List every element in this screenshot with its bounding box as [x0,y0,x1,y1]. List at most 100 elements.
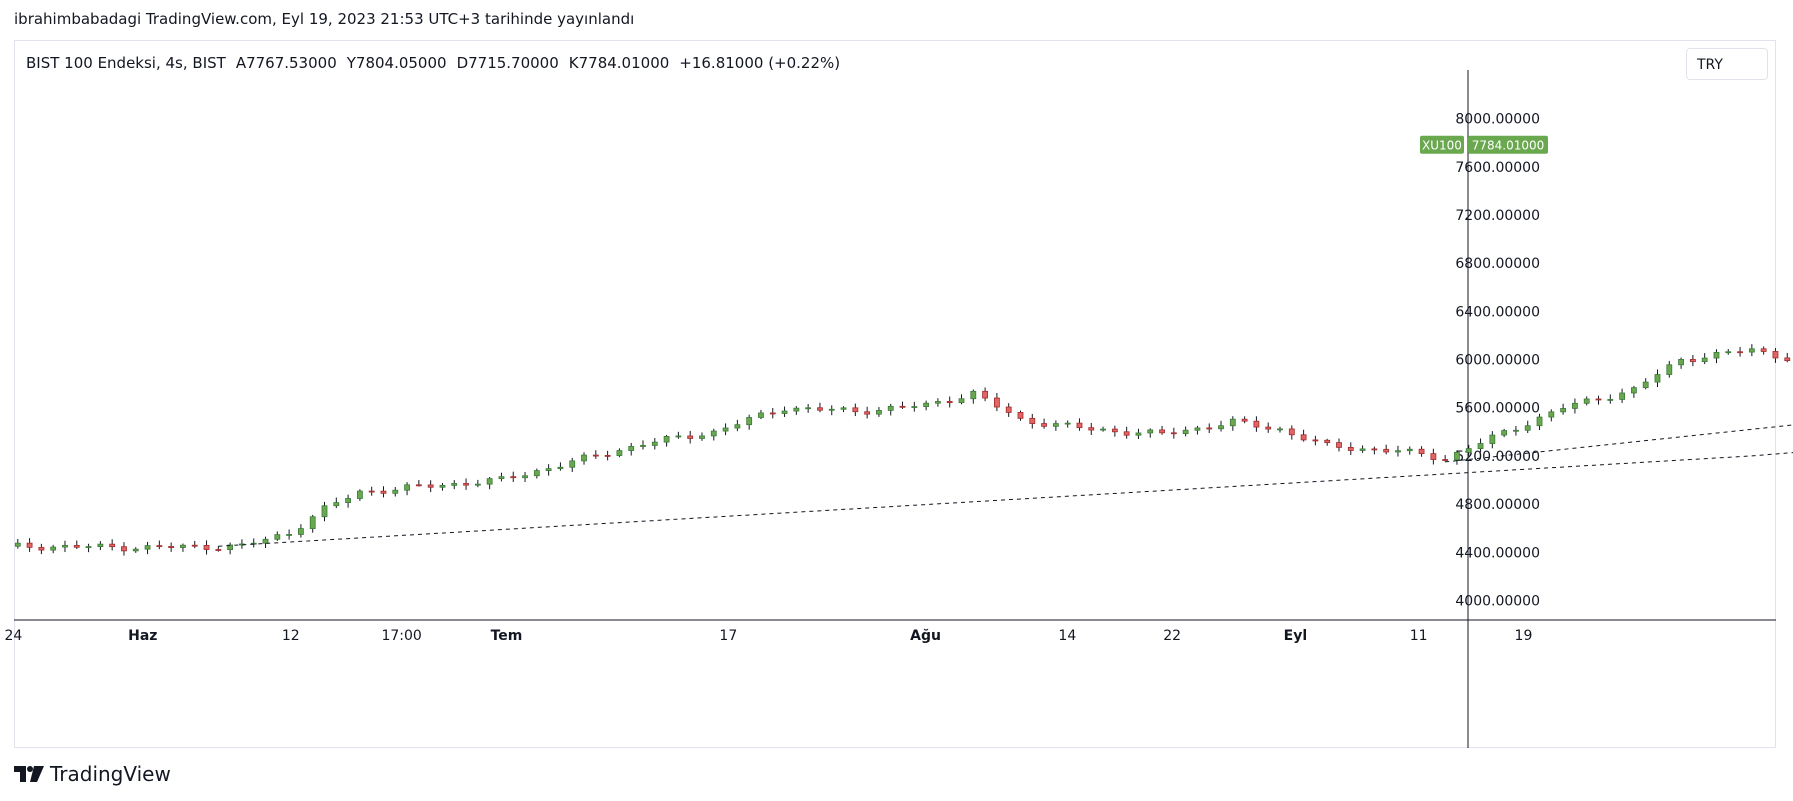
candle-body [1218,425,1224,430]
candle-body [958,398,965,404]
candle-body [1454,451,1460,461]
candle-body [1477,443,1484,450]
candle-body [1583,398,1590,404]
candle-body [1772,351,1779,359]
candle-body [180,544,186,548]
candle-body [1265,426,1272,430]
candle-body [935,401,941,404]
candle-body [1288,428,1295,436]
candle-body [368,490,375,493]
candle-body [1300,434,1307,441]
y-tick-label: 6000.00000 [1455,353,1540,369]
x-tick-label: 11 [1410,628,1428,644]
candle-body [1784,357,1791,362]
candle-body [415,484,422,487]
publication-info: ibrahimbabadagi TradingView.com, Eyl 19,… [14,10,635,28]
candle-body [97,543,104,547]
candle-body [758,412,764,418]
candle-body [298,528,304,535]
candle-body [557,466,564,470]
candle-body [1395,450,1401,453]
candle-body [510,476,517,479]
chart-frame [14,40,1776,748]
x-tick-label: 17:00 [381,628,421,644]
candle-body [1229,418,1236,427]
candle-body [1418,448,1425,455]
candle-body [1607,399,1614,401]
candle-body [486,478,493,485]
x-tick-label: 19 [1515,628,1533,644]
candle-body [876,410,882,415]
candle-body [993,397,1000,408]
candle-body [345,498,351,503]
candle-body [1513,429,1519,432]
candle-body [1701,357,1708,363]
candle-body [1406,448,1413,452]
candle-body [14,542,21,547]
candle-body [887,405,894,411]
x-tick-label: 22 [1163,628,1181,644]
candle-body [675,435,682,438]
candle-body [604,455,611,457]
candle-body [1206,427,1213,430]
legend-change: +16.81000 (+0.22%) [679,54,841,72]
legend-close: K7784.01000 [568,54,670,72]
candle-body [1241,418,1248,422]
candle-body [722,427,729,432]
candle-body [864,411,871,415]
candle-body [1642,381,1649,389]
candle-body [26,542,33,548]
tradingview-logo-icon [14,766,44,782]
lower-trend-line[interactable] [218,185,1793,547]
legend-high: Y7804.05000 [346,54,447,72]
candle-body [1135,432,1142,436]
candle-body [699,435,705,439]
y-tick-label: 7600.00000 [1455,160,1540,176]
candle-body [38,546,45,551]
candle-body [274,534,281,540]
candle-body [1654,374,1661,383]
candle-body [1760,348,1767,352]
candle-body [970,390,977,400]
currency-button[interactable]: TRY [1686,48,1768,80]
candle-body [746,417,753,426]
candle-body [616,450,623,456]
candle-body [474,483,481,486]
candle-body [1253,420,1260,428]
candle-body [1689,359,1696,363]
candle-body [73,544,80,548]
y-tick-label: 5600.00000 [1455,401,1540,417]
candle-body [1501,430,1508,436]
candle-body [817,407,823,411]
candle-body [1383,448,1390,453]
legend-symbol[interactable]: BIST 100 Endeksi, 4s, BIST [26,54,226,72]
candle-body [1359,448,1366,451]
candle-body [1560,408,1567,413]
candle-body [1336,442,1342,448]
candle-body [1170,432,1177,435]
candle-body [156,545,163,548]
x-tick-label: 14 [1058,628,1076,644]
candle-body [592,454,599,457]
candle-body [911,406,918,408]
candle-body [321,505,328,518]
y-tick-label: 6400.00000 [1455,304,1540,320]
candle-body [1064,422,1071,425]
candle-body [286,534,293,536]
candle-body [734,424,741,429]
candle-body [392,489,399,494]
candle-body [1524,425,1531,431]
candle-body [1619,392,1626,400]
brand-name: TradingView [50,762,171,786]
x-tick-label: 17 [719,628,737,644]
candle-body [1489,434,1496,444]
x-tick-label: 12 [282,628,300,644]
candle-body [545,468,552,472]
candle-body [1536,416,1543,427]
candle-body [1324,439,1331,443]
candle-body [262,538,269,544]
brand-watermark[interactable]: TradingView [14,762,171,786]
candle-body [1123,431,1130,436]
x-tick-label: Tem [491,628,523,644]
